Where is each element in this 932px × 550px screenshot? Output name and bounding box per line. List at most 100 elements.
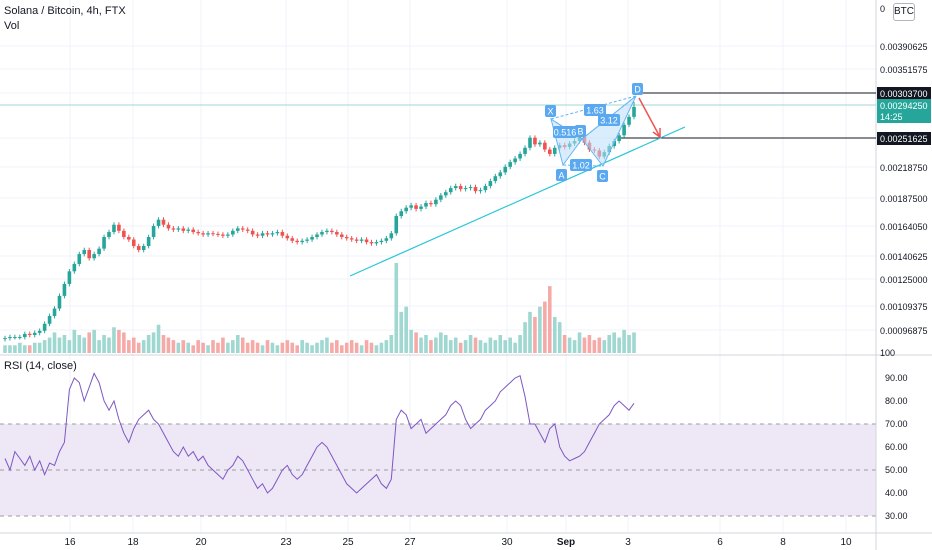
chart-title[interactable]: Solana / Bitcoin, 4h, FTX [4, 5, 126, 17]
price-axis[interactable]: 0 0.00390625 0.00351575 0.00218750 0.001… [877, 4, 931, 358]
volume-bar [354, 342, 359, 353]
volume-label[interactable]: Vol [4, 20, 20, 32]
volume-bar [453, 337, 458, 353]
candle-body [231, 230, 235, 235]
candle-body [265, 233, 270, 235]
candle-body [300, 240, 304, 243]
volume-bar [463, 340, 468, 353]
candle-body [493, 176, 498, 182]
candle-body [285, 235, 290, 239]
volume-bar [335, 340, 339, 353]
candle-body [131, 239, 136, 247]
point-b-label: B [577, 127, 583, 137]
target-low-tag [877, 132, 931, 145]
volume-bar [315, 342, 319, 353]
volume-bar [136, 342, 141, 353]
volume-bar [226, 342, 230, 353]
candle-body [32, 332, 37, 335]
point-d-label: D [634, 85, 641, 95]
volume-bar [221, 337, 225, 353]
volume-bar [577, 332, 582, 353]
volume-bar [567, 337, 572, 353]
candle-body [330, 230, 334, 233]
rsi-tick: 80.00 [885, 396, 908, 406]
volume-bar [250, 340, 255, 353]
point-c-label: C [599, 172, 606, 182]
candle-body [528, 137, 532, 148]
time-tick: 3 [625, 537, 631, 548]
ratio-2-box [553, 126, 577, 138]
candle-body [384, 238, 389, 241]
rsi-tick: 90.00 [885, 373, 908, 383]
volume-bar [543, 301, 547, 353]
candle-body [136, 246, 141, 250]
volume-bar [552, 317, 557, 353]
rsi-axis: 90.00 80.00 70.00 60.00 50.00 40.00 30.0… [885, 373, 908, 521]
candle-body [23, 333, 27, 338]
volume-bar [240, 337, 245, 353]
candle-body [37, 330, 42, 333]
time-tick: 16 [64, 537, 76, 548]
volume-bar [13, 345, 17, 353]
candle-body [419, 206, 423, 209]
candle-body [320, 232, 324, 235]
candle-body [151, 226, 156, 237]
price-tick: 0.00218750 [880, 163, 928, 173]
volume-bar [404, 306, 408, 353]
time-axis[interactable]: 16 18 20 23 25 27 30 Sep 3 6 8 10 [64, 537, 852, 548]
rsi-tick: 50.00 [885, 465, 908, 475]
candle-body [379, 240, 384, 243]
candle-body [458, 186, 463, 190]
candle-body [47, 316, 52, 324]
candle-body [617, 135, 621, 141]
candle-body [206, 233, 210, 235]
candle-body [513, 158, 517, 163]
volume-bar [97, 340, 101, 353]
volume-bar [384, 340, 389, 353]
ratio-4-box [570, 159, 592, 171]
trendline[interactable] [349, 126, 686, 277]
harmonic-pattern[interactable]: X A B C D 1.63 0.516 3.12 1.02 [545, 83, 643, 182]
volume-bar [513, 342, 517, 353]
volume-bar [359, 345, 364, 353]
price-tick: 0.00164050 [880, 222, 928, 232]
volume-bar [389, 335, 394, 353]
candle-body [107, 232, 111, 237]
rsi-label[interactable]: RSI (14, close) [4, 360, 77, 372]
candle-body [245, 229, 250, 231]
candle-body [404, 207, 408, 212]
candle-body [72, 263, 77, 272]
candle-body [399, 211, 404, 217]
currency-badge[interactable]: BTC [893, 3, 915, 21]
time-tick: 18 [127, 537, 139, 548]
volume-bar [488, 337, 493, 353]
candle-body [414, 205, 418, 209]
candle-body [270, 233, 275, 235]
point-x-label: X [547, 107, 553, 117]
volume-bar [260, 345, 265, 353]
projection-arrow[interactable] [638, 97, 661, 139]
time-tick: Sep [557, 537, 575, 548]
volume-bar [255, 342, 260, 353]
candle-body [612, 140, 616, 147]
volume-bar [270, 342, 275, 353]
volume-bar [72, 329, 77, 353]
volume-bar [300, 340, 304, 353]
time-tick: 25 [342, 537, 354, 548]
candle-body [463, 188, 468, 190]
point-b-box [575, 125, 586, 137]
volume-bar [18, 342, 22, 353]
time-tick: 6 [717, 537, 723, 548]
volume-bar [508, 337, 512, 353]
candle-body [196, 232, 200, 234]
candle-body [87, 249, 91, 259]
price-tick: 0.00140625 [880, 252, 928, 262]
volume-bar [617, 337, 621, 353]
candle-body [468, 187, 473, 189]
volume-bar [102, 335, 106, 353]
candle-body [221, 234, 225, 236]
volume-bar [503, 340, 508, 353]
volume-bar [245, 342, 250, 353]
volume-bar [176, 342, 181, 353]
